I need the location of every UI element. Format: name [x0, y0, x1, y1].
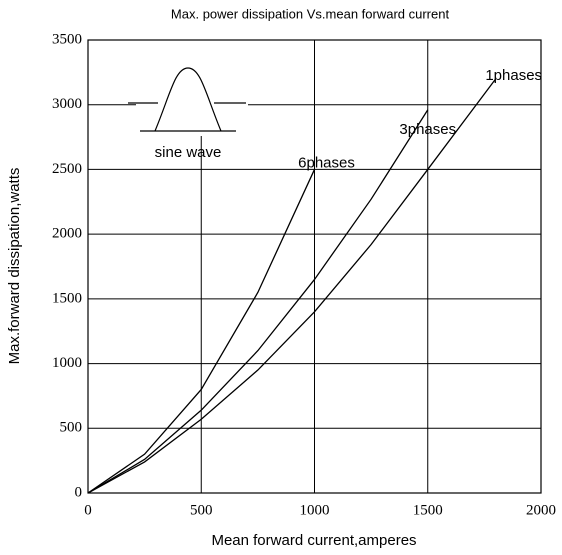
series-label: 1phases: [485, 67, 542, 84]
sine-wave-icon: [128, 67, 246, 132]
plot-frame: [87, 39, 542, 494]
series-label: 3phases: [399, 121, 456, 138]
y-tick-label: 1000: [52, 355, 82, 371]
series-label: 6phases: [298, 154, 355, 171]
x-tick-label: 1500: [413, 502, 443, 518]
sine-wave-label: sine wave: [155, 144, 222, 161]
y-tick-label: 0: [75, 484, 83, 500]
y-tick-label: 2500: [52, 161, 82, 177]
x-tick-label: 500: [190, 502, 213, 518]
inset-background: [136, 40, 248, 136]
y-tick-label: 1500: [52, 290, 82, 306]
series-line: [87, 109, 429, 494]
chart-title: Max. power dissipation Vs.mean forward c…: [171, 6, 450, 21]
y-tick-label: 500: [60, 420, 83, 436]
x-axis-label: Mean forward current,amperes: [211, 532, 416, 549]
series-line: [87, 78, 497, 494]
y-tick-label: 3000: [52, 96, 82, 112]
x-tick-label: 0: [84, 502, 92, 518]
x-tick-label: 2000: [526, 502, 556, 518]
series-line: [87, 169, 316, 494]
y-axis-label: Max.forward dissipation,watts: [6, 168, 23, 365]
y-tick-label: 3500: [52, 31, 82, 47]
y-tick-label: 2000: [52, 226, 82, 242]
x-tick-label: 1000: [300, 502, 330, 518]
